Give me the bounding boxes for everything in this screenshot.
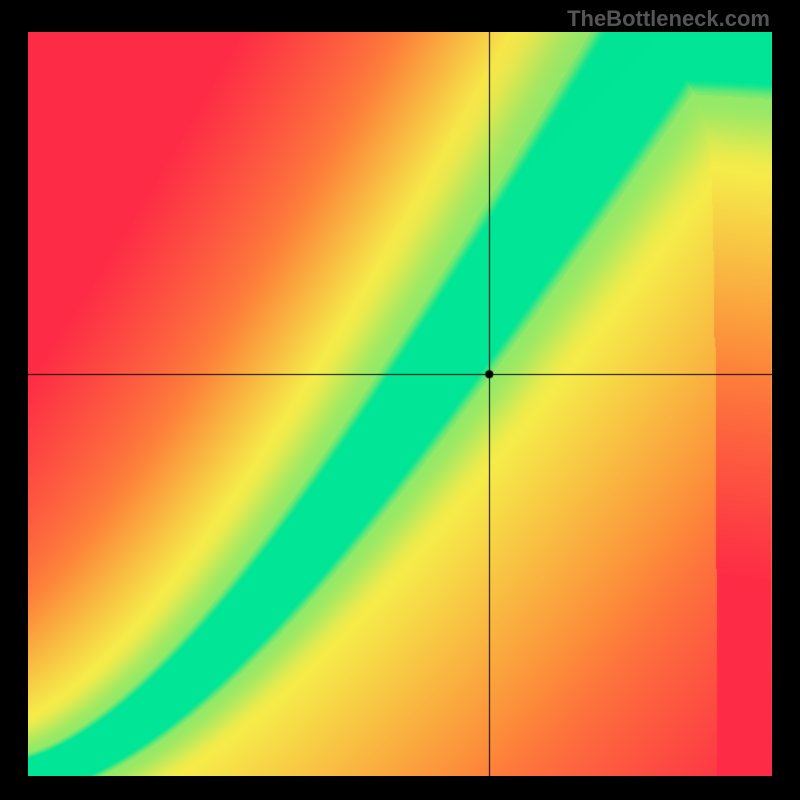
- chart-container: TheBottleneck.com: [0, 0, 800, 800]
- watermark-text: TheBottleneck.com: [567, 6, 770, 32]
- bottleneck-heatmap: [28, 32, 772, 776]
